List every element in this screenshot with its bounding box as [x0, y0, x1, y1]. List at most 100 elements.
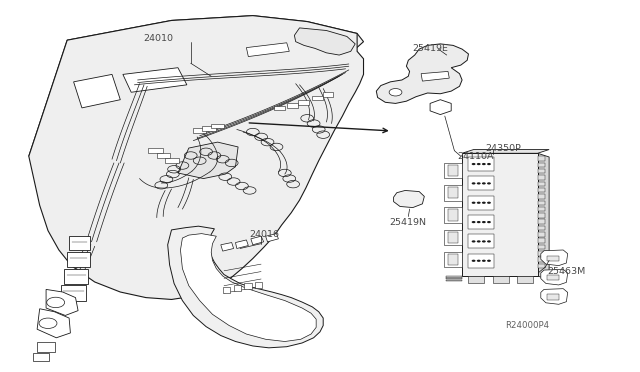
Circle shape — [472, 260, 476, 262]
Polygon shape — [178, 142, 238, 179]
Bar — [234, 285, 241, 291]
Polygon shape — [69, 236, 90, 250]
Text: 25419N: 25419N — [389, 218, 426, 227]
Bar — [538, 156, 545, 161]
Bar — [538, 201, 545, 205]
Circle shape — [472, 202, 476, 204]
Bar — [538, 175, 545, 180]
Polygon shape — [168, 226, 323, 348]
Polygon shape — [37, 309, 70, 338]
Circle shape — [487, 202, 491, 204]
Circle shape — [477, 182, 481, 185]
Circle shape — [487, 163, 491, 165]
Circle shape — [482, 163, 486, 165]
Bar — [468, 254, 494, 268]
Polygon shape — [46, 289, 78, 315]
Bar — [446, 280, 462, 281]
Circle shape — [477, 260, 481, 262]
Circle shape — [472, 163, 476, 165]
Circle shape — [482, 202, 486, 204]
Text: 25463M: 25463M — [547, 267, 586, 276]
Polygon shape — [29, 16, 364, 156]
Bar — [538, 264, 545, 268]
Polygon shape — [421, 71, 449, 81]
Bar — [538, 257, 545, 262]
Polygon shape — [236, 240, 248, 248]
Circle shape — [482, 260, 486, 262]
Bar — [312, 96, 323, 100]
Bar — [444, 185, 462, 201]
Polygon shape — [180, 234, 316, 341]
Bar — [444, 252, 462, 267]
Bar — [538, 207, 545, 211]
Polygon shape — [430, 100, 451, 115]
Polygon shape — [541, 269, 568, 285]
Polygon shape — [541, 250, 568, 266]
Bar — [157, 153, 170, 158]
Polygon shape — [538, 153, 549, 280]
Polygon shape — [251, 236, 264, 245]
Bar — [165, 158, 179, 163]
Polygon shape — [462, 150, 549, 153]
Circle shape — [399, 197, 409, 203]
Bar — [538, 213, 545, 218]
Polygon shape — [294, 28, 355, 55]
Circle shape — [487, 240, 491, 243]
Polygon shape — [64, 269, 88, 284]
Text: 24010: 24010 — [144, 34, 173, 43]
Bar — [444, 163, 462, 178]
Circle shape — [477, 202, 481, 204]
Polygon shape — [123, 68, 187, 92]
Polygon shape — [246, 43, 289, 57]
Circle shape — [477, 163, 481, 165]
Circle shape — [472, 182, 476, 185]
Polygon shape — [468, 276, 484, 283]
Circle shape — [472, 240, 476, 243]
Polygon shape — [394, 190, 424, 208]
Bar — [193, 128, 206, 133]
Bar — [462, 153, 538, 276]
Circle shape — [487, 221, 491, 223]
Bar — [538, 194, 545, 199]
Bar — [538, 226, 545, 230]
Polygon shape — [61, 285, 86, 301]
Bar — [287, 103, 298, 108]
Circle shape — [487, 260, 491, 262]
Bar — [448, 165, 458, 176]
Bar — [223, 287, 230, 293]
Bar — [468, 176, 494, 190]
Bar — [298, 100, 309, 105]
Polygon shape — [517, 276, 533, 283]
Bar — [446, 278, 462, 279]
Polygon shape — [74, 74, 120, 108]
Polygon shape — [541, 289, 568, 304]
Circle shape — [477, 221, 481, 223]
Circle shape — [482, 240, 486, 243]
Bar — [468, 196, 494, 210]
Bar — [448, 187, 458, 198]
Bar — [468, 157, 494, 171]
Polygon shape — [67, 252, 90, 267]
Polygon shape — [376, 44, 468, 103]
Bar — [538, 245, 545, 249]
Bar — [211, 124, 224, 128]
Polygon shape — [221, 243, 234, 251]
Bar — [444, 207, 462, 223]
Bar — [274, 106, 285, 110]
Polygon shape — [493, 276, 509, 283]
Bar — [538, 251, 545, 256]
Circle shape — [477, 240, 481, 243]
Bar — [468, 215, 494, 229]
Bar — [538, 232, 545, 237]
Bar — [538, 219, 545, 224]
Bar — [448, 254, 458, 265]
Bar — [538, 163, 545, 167]
Bar — [547, 294, 559, 300]
Bar — [538, 169, 545, 173]
Bar — [538, 182, 545, 186]
Bar — [446, 276, 462, 278]
Bar — [255, 282, 262, 288]
Text: R24000P4: R24000P4 — [505, 321, 549, 330]
Bar — [202, 126, 216, 131]
Bar — [468, 234, 494, 248]
